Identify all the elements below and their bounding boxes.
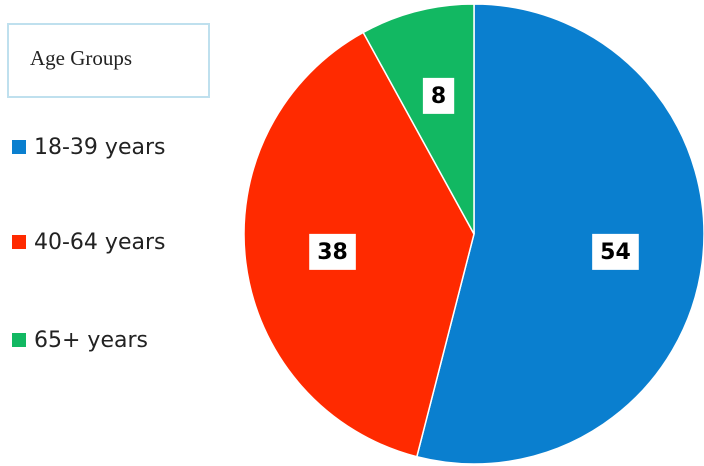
data-label-box <box>592 233 639 270</box>
pie-slice <box>243 31 475 458</box>
data-label: 38 <box>317 240 348 265</box>
pie-slice <box>415 3 704 465</box>
pie-slice <box>362 3 475 235</box>
legend-swatch <box>12 140 26 154</box>
legend-title: Age Groups <box>30 46 132 70</box>
data-label-box <box>309 233 356 270</box>
legend-label: 18-39 years <box>34 135 165 160</box>
data-label-box <box>422 77 455 114</box>
data-label: 54 <box>600 240 631 265</box>
legend-swatch <box>12 235 26 249</box>
legend-label: 40-64 years <box>34 230 165 255</box>
legend-title-box <box>7 23 210 98</box>
data-label: 8 <box>431 84 446 109</box>
legend-label: 65+ years <box>34 328 148 353</box>
legend-swatch <box>12 333 26 347</box>
